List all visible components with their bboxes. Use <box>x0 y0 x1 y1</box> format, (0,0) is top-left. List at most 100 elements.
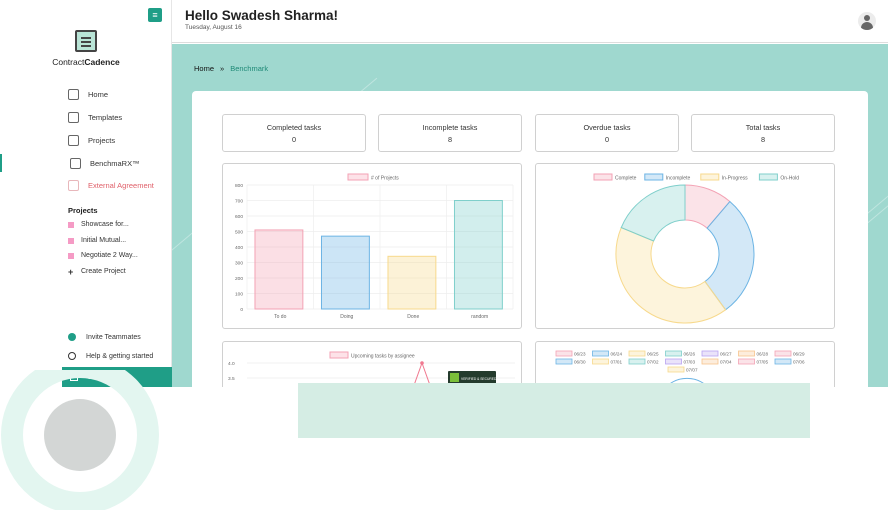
sidebar-item-benchmarx[interactable]: BenchmaRX™ <box>0 154 172 172</box>
legend-swatch <box>701 358 719 365</box>
legend-swatch <box>628 350 646 357</box>
stat-value: 0 <box>291 135 297 144</box>
breadcrumb-separator: » <box>220 64 225 73</box>
legend-swatch <box>592 358 609 365</box>
verified-secured-badge <box>448 371 496 384</box>
stat-label: Overdue tasks <box>583 123 631 132</box>
y-tick-label: 100 <box>235 292 243 298</box>
help-button[interactable]: Help & getting started <box>68 352 153 360</box>
slice-incomplete <box>704 200 755 311</box>
legend-label: Upcoming tasks by assignee <box>351 354 415 360</box>
legend-label: 07/01 <box>611 360 623 365</box>
bar-to-do <box>254 229 304 310</box>
project-item[interactable]: Negotiate 2 Way... <box>68 252 138 259</box>
legend-label: On-Hold <box>780 176 799 182</box>
y-tick-label: 700 <box>235 199 243 205</box>
project-color-icon <box>68 237 74 244</box>
stat-label: Incomplete tasks <box>422 123 478 132</box>
calendar-icon <box>70 157 81 169</box>
logo-prefix: Contract <box>52 57 85 67</box>
help-label: Help & getting started <box>86 352 154 360</box>
app-window: ≡ ContractCadence Home Templates Project… <box>0 0 888 387</box>
legend-swatch <box>665 358 682 365</box>
y-tick-label: 300 <box>235 261 243 267</box>
logo: ContractCadence <box>0 30 172 67</box>
project-item[interactable]: Showcase for... <box>68 221 129 228</box>
grid-icon <box>68 179 79 191</box>
legend-label: Incomplete <box>666 176 691 182</box>
user-plus-icon <box>68 333 76 341</box>
sidebar-item-label: Projects <box>88 135 116 145</box>
sidebar-item-label: External Agreement <box>88 180 154 190</box>
slice-in-progress <box>615 226 727 324</box>
spinner-ring <box>1 370 159 510</box>
sidebar-item-templates[interactable]: Templates <box>0 108 172 126</box>
legend-swatch <box>628 358 646 365</box>
project-label: Initial Mutual... <box>81 237 127 244</box>
sidebar-item-external-agreement[interactable]: External Agreement <box>0 176 172 194</box>
legend-label: 07/02 <box>647 360 659 365</box>
legend-label: 06/24 <box>611 352 623 357</box>
y-tick-label: 500 <box>235 230 243 236</box>
dashboard-panel: Completed tasks 0 Incomplete tasks 8 Overd… <box>192 91 868 387</box>
legend-label: 06/28 <box>757 352 769 357</box>
legend-swatch <box>774 350 792 357</box>
legend-swatch <box>347 173 369 181</box>
legend-label: # of Projects <box>371 176 399 182</box>
project-color-icon <box>68 221 74 228</box>
document-icon <box>68 134 79 146</box>
legend-swatch <box>738 358 755 365</box>
stat-card-incomplete: Incomplete tasks 8 <box>378 114 522 152</box>
bar-random <box>453 200 503 310</box>
x-tick-label: To do <box>274 314 286 320</box>
legend-label: 06/23 <box>574 352 586 357</box>
logo-bold: Cadence <box>84 57 120 67</box>
spinner-dot <box>44 399 116 471</box>
legend-swatch <box>555 358 573 365</box>
date-pie-chart-card: 06/23 06/24 06/25 06/26 06/27 06/28 06/29 06/30… <box>535 341 835 387</box>
bar-chart: # of Projects 0 100 200 300 400 500 600 700 800 To… <box>235 173 514 320</box>
shield-icon <box>450 373 459 382</box>
legend-swatch <box>667 366 685 373</box>
data-point <box>420 361 424 365</box>
create-project-button[interactable]: + Create Project <box>68 267 126 276</box>
breadcrumb-home[interactable]: Home <box>194 64 215 73</box>
home-icon <box>68 88 79 100</box>
sidebar: ≡ ContractCadence Home Templates Project… <box>0 0 172 387</box>
legend-swatch <box>644 173 664 181</box>
legend-swatch <box>738 350 755 357</box>
avatar[interactable] <box>858 12 876 30</box>
sidebar-item-projects[interactable]: Projects <box>0 131 172 149</box>
y-tick-label: 800 <box>235 183 243 189</box>
folder-icon <box>68 111 79 123</box>
header: Hello Swadesh Sharma! Tuesday, August 16 <box>172 0 888 43</box>
legend-swatch <box>592 350 609 357</box>
y-tick-label: 0 <box>240 307 243 313</box>
create-project-label: Create Project <box>81 268 126 275</box>
badge-label: VERIFIED & SECURED <box>461 377 497 381</box>
donut-chart: Complete Incomplete In-Progress On-Hold <box>593 173 799 324</box>
legend-label: Complete <box>615 176 637 182</box>
bar-chart-card: # of Projects 0 100 200 300 400 500 600 700 800 To… <box>222 163 522 329</box>
menu-toggle-button[interactable]: ≡ <box>148 8 162 22</box>
legend-swatch <box>555 350 573 357</box>
y-tick-label: 400 <box>235 245 243 251</box>
sidebar-item-label: Templates <box>88 112 123 122</box>
slice-on-hold <box>620 184 686 242</box>
legend-swatch <box>701 350 719 357</box>
sidebar-item-label: BenchmaRX™ <box>90 158 140 168</box>
date-pie-chart: 06/23 06/24 06/25 06/26 06/27 06/28 06/29 06/30… <box>555 350 805 387</box>
legend-label: 06/26 <box>684 352 696 357</box>
project-item[interactable]: Initial Mutual... <box>68 237 126 244</box>
invite-label: Invite Teammates <box>86 333 141 341</box>
invite-teammates-button[interactable]: Invite Teammates <box>68 333 141 341</box>
sidebar-item-home[interactable]: Home <box>0 85 172 103</box>
x-tick-label: random <box>471 314 488 320</box>
legend-swatch <box>329 351 349 359</box>
breadcrumb-current: Benchmark <box>230 64 269 73</box>
legend-label: 06/25 <box>647 352 659 357</box>
bar-done <box>387 255 437 310</box>
projects-heading: Projects <box>68 206 98 215</box>
y-tick-label: 4.0 <box>228 361 235 367</box>
contract-logo-icon <box>75 30 97 52</box>
